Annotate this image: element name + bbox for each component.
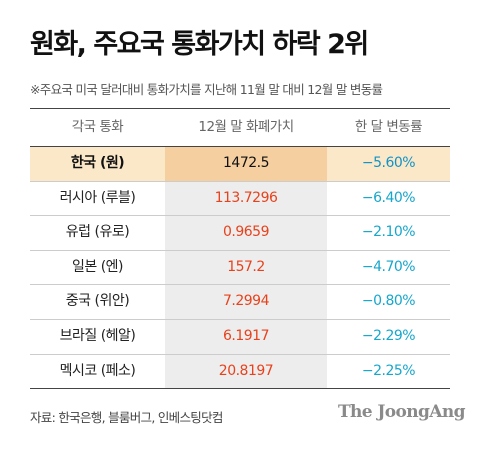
header-currency: 각국 통화 [71,119,124,135]
row-divider [30,319,450,320]
source-note: 자료: 한국은행, 블룸버그, 인베스팅닷컴 [30,410,223,425]
cell-currency: 멕시코 (페소) [59,362,136,379]
table-row: 브라질 (헤알) 6.1917 −2.29% [30,319,450,354]
cell-value: 6.1917 [223,328,270,344]
table-row: 일본 (엔) 157.2 −4.70% [30,250,450,285]
cell-change: −2.25% [361,362,416,379]
row-divider [30,249,450,251]
cell-value: 20.8197 [218,362,274,379]
chart-subtitle: ※주요국 미국 달러대비 통화가치를 지난해 11월 말 대비 12월 말 변동… [30,82,383,97]
table-row: 한국 (원) 1472.5 −5.60% [30,146,450,181]
table-bottom-rule [30,388,450,390]
cell-change: −2.29% [361,328,416,344]
row-divider [30,215,450,217]
highlight-value-cell-background [165,146,327,181]
table-header-row: 각국 통화 12월 말 화폐가치 한 달 변동률 [30,110,450,144]
cell-change: −6.40% [361,189,416,206]
header-value: 12월 말 화폐가치 [198,119,294,135]
cell-value: 113.7296 [214,189,278,206]
cell-change: −2.10% [361,224,416,241]
header-bottom-rule [30,146,450,147]
row-divider [30,353,450,355]
cell-change: −0.80% [361,293,416,310]
cell-value: 157.2 [227,258,265,275]
cell-change: −4.70% [361,258,416,275]
cell-currency: 유럽 (유로) [65,224,130,241]
chart-title: 원화, 주요국 통화가치 하락 2위 [30,29,369,60]
cell-currency: 중국 (위안) [65,293,130,310]
header-change: 한 달 변동률 [354,119,423,135]
value-column-background [165,146,327,388]
table-row: 멕시코 (페소) 20.8197 −2.25% [30,354,450,389]
cell-currency: 한국 (원) [70,155,125,171]
cell-currency: 러시아 (루블) [59,189,136,206]
publisher-logo: The JoongAng [338,402,466,422]
cell-currency: 브라질 (헤알) [59,328,136,344]
row-divider [30,284,450,286]
table-row: 유럽 (유로) 0.9659 −2.10% [30,215,450,250]
cell-value: 0.9659 [223,224,270,241]
currency-table: 각국 통화 12월 말 화폐가치 한 달 변동률 한국 (원) 1472.5 −5.… [30,108,450,390]
cell-change: −5.60% [361,155,416,171]
cell-currency: 일본 (엔) [71,258,124,275]
table-top-rule [30,108,450,109]
table-row: 러시아 (루블) 113.7296 −6.40% [30,181,450,216]
cell-value: 7.2994 [223,293,270,310]
table-row: 중국 (위안) 7.2994 −0.80% [30,284,450,319]
cell-value: 1472.5 [223,155,270,171]
row-divider [30,180,450,182]
